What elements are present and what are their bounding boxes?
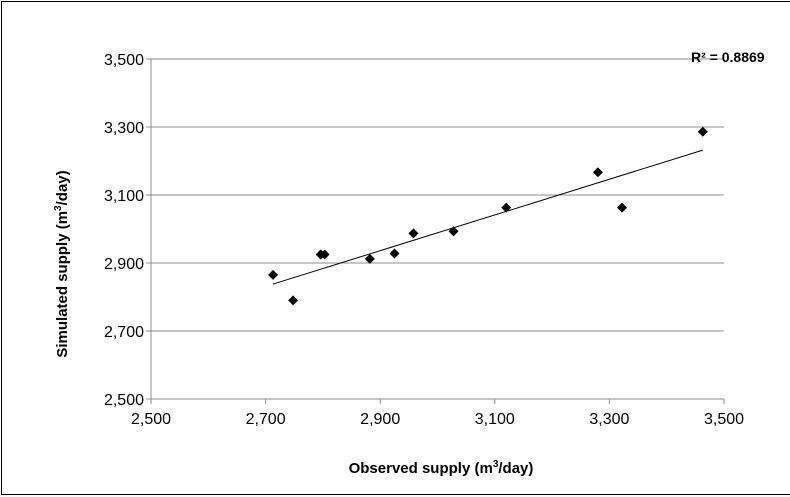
y-tick-label: 3,100 [104,188,144,205]
data-point [288,295,299,306]
data-point [592,167,603,178]
x-tick-label: 2,900 [360,411,400,428]
data-point [268,269,279,280]
trendline [272,149,703,285]
data-point [617,202,628,213]
y-tick-label: 3,300 [104,120,144,137]
x-tick-label: 2,700 [246,411,286,428]
data-points [268,126,708,306]
x-axis-title: Observed supply (m3/day) [349,459,534,477]
x-tick-label: 3,500 [704,411,744,428]
gridlines [151,58,724,332]
y-tick-label: 2,700 [104,324,144,341]
trendline-group [272,149,703,285]
data-point [448,226,459,237]
x-tick-label: 3,300 [589,411,629,428]
y-axis-title: Simulated supply (m3/day) [53,170,71,357]
data-point [389,248,400,259]
x-tick-label: 3,100 [475,411,515,428]
x-tick-label: 2,500 [131,411,171,428]
data-point [319,249,330,260]
data-point [364,253,375,264]
data-point [501,202,512,213]
data-point [697,126,708,137]
tick-labels: 2,500 2,700 2,900 3,100 3,300 3,500 2,500 2,700… [104,52,744,428]
r-squared-annotation: R² = 0.8869 [691,49,765,65]
y-tick-label: 2,500 [104,392,144,409]
y-tick-label: 3,500 [104,52,144,69]
y-tick-label: 2,900 [104,256,144,273]
data-point [408,228,419,239]
axes [146,58,725,404]
